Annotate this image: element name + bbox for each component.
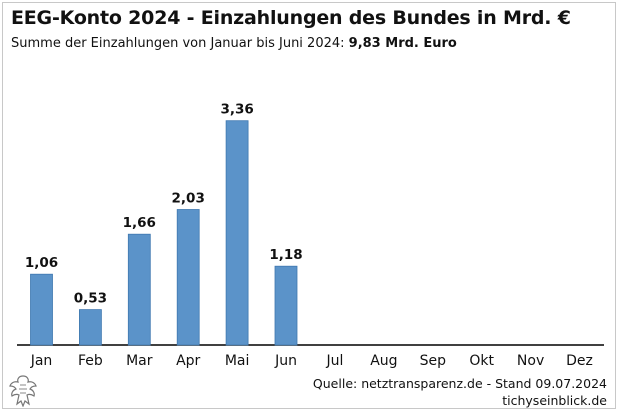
- data-label-jun: 1,18: [269, 247, 302, 263]
- x-tick-label-jun: Jun: [274, 353, 297, 369]
- data-label-apr: 2,03: [172, 191, 205, 207]
- chart-subtitle: Summe der Einzahlungen von Januar bis Ju…: [11, 36, 457, 51]
- credit-note: tichyseinblick.de: [502, 393, 607, 408]
- x-tick-label-aug: Aug: [370, 353, 397, 369]
- chart-frame: EEG-Konto 2024 - Einzahlungen des Bundes…: [2, 2, 616, 409]
- bar-feb: [79, 309, 102, 346]
- chart-title: EEG-Konto 2024 - Einzahlungen des Bundes…: [11, 7, 571, 29]
- subtitle-text: Summe der Einzahlungen von Januar bis Ju…: [11, 36, 349, 51]
- x-tick-label-sep: Sep: [420, 353, 447, 369]
- data-label-feb: 0,53: [74, 291, 107, 307]
- data-label-jan: 1,06: [25, 255, 58, 271]
- x-tick-label-mai: Mai: [225, 353, 250, 369]
- data-label-mar: 1,66: [123, 215, 156, 231]
- x-tick-label-feb: Feb: [78, 353, 103, 369]
- bar-mar: [127, 233, 151, 346]
- x-tick-label-dez: Dez: [566, 353, 593, 369]
- x-tick-label-mar: Mar: [126, 353, 153, 369]
- bar-jun: [274, 265, 298, 346]
- x-tick-label-okt: Okt: [469, 353, 494, 369]
- eagle-logo-icon: [9, 375, 37, 407]
- x-tick-label-jan: Jan: [30, 353, 53, 369]
- subtitle-total: 9,83 Mrd. Euro: [348, 36, 457, 51]
- bar-apr: [176, 209, 200, 346]
- x-tick-label-nov: Nov: [517, 353, 544, 369]
- x-tick-label-apr: Apr: [176, 353, 200, 369]
- x-tick-label-jul: Jul: [326, 353, 344, 369]
- bar-jan: [30, 273, 53, 346]
- source-note: Quelle: netztransparenz.de - Stand 09.07…: [312, 376, 607, 391]
- data-label-mai: 3,36: [220, 102, 253, 118]
- bar-mai: [225, 120, 249, 346]
